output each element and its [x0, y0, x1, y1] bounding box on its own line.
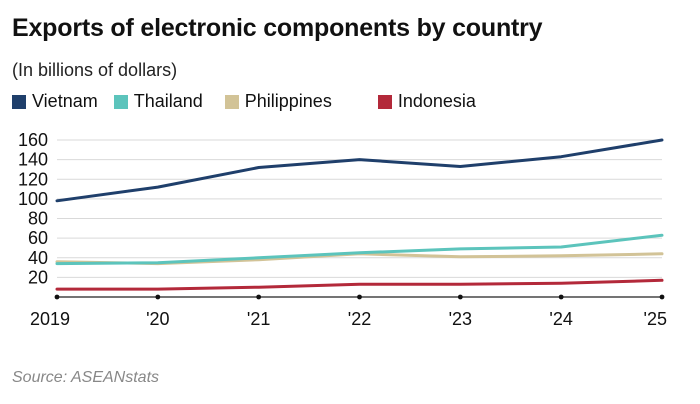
y-tick-label-160: 160	[18, 130, 48, 150]
legend-item-vietnam: Vietnam	[12, 91, 98, 112]
x-tick-label-0: 2019	[30, 309, 70, 329]
y-tick-label-40: 40	[28, 248, 48, 268]
y-tick-label-80: 80	[28, 209, 48, 229]
legend-swatch-thailand	[113, 94, 128, 109]
y-tick-label-100: 100	[18, 189, 48, 209]
legend-label-indonesia: Indonesia	[397, 91, 476, 111]
x-tick-mark-0	[54, 294, 60, 300]
x-tick-mark-6	[659, 294, 665, 300]
y-tick-label-140: 140	[18, 150, 48, 170]
legend-swatch-vietnam	[12, 94, 26, 109]
series-line-thailand	[55, 233, 664, 266]
x-tick-label-2: '21	[247, 309, 270, 329]
legend-item-indonesia: Indonesia	[377, 91, 476, 112]
legend-label-vietnam: Vietnam	[32, 91, 98, 111]
series-line-indonesia	[55, 278, 664, 291]
legend-item-thailand: Thailand	[113, 91, 203, 112]
chart-title: Exports of electronic components by coun…	[12, 14, 543, 42]
y-tick-label-120: 120	[18, 169, 48, 189]
x-tick-mark-5	[558, 294, 564, 300]
chart-source: Source: ASEANstats	[12, 369, 160, 386]
legend-swatch-philippines	[224, 94, 239, 109]
x-tick-mark-4	[457, 294, 463, 300]
x-axis-ticks: 2019 '20 '21 '22 '23 '24 '25	[30, 294, 667, 329]
chart-legend: Vietnam Thailand Philippines Indonesia	[12, 91, 476, 112]
legend-item-philippines: Philippines	[224, 91, 332, 112]
y-tick-label-60: 60	[28, 228, 48, 248]
x-tick-label-1: '20	[146, 309, 169, 329]
legend-swatch-indonesia	[377, 94, 392, 109]
series-layer	[55, 138, 664, 291]
x-tick-label-3: '22	[348, 309, 371, 329]
x-tick-label-6: '25	[644, 309, 667, 329]
x-tick-label-5: '24	[549, 309, 572, 329]
chart-subtitle: (In billions of dollars)	[12, 60, 178, 80]
grid-layer	[57, 139, 662, 298]
x-tick-mark-1	[155, 294, 161, 300]
legend-label-philippines: Philippines	[244, 91, 332, 111]
series-line-vietnam	[55, 138, 664, 203]
x-tick-label-4: '23	[449, 309, 472, 329]
x-tick-mark-2	[256, 294, 262, 300]
y-tick-label-20: 20	[28, 267, 48, 287]
x-tick-mark-3	[357, 294, 362, 300]
legend-label-thailand: Thailand	[133, 91, 203, 111]
